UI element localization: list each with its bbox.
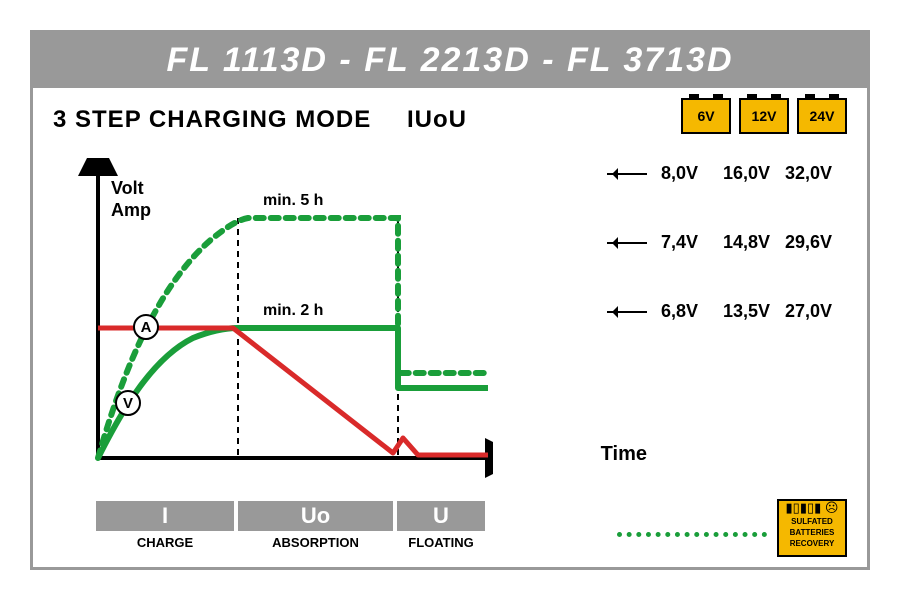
x-axis-label: Time <box>601 443 647 466</box>
arrow-left-icon <box>607 173 647 175</box>
table-row: 8,0V 16,0V 32,0V <box>607 163 847 184</box>
battery-icons: 6V 12V 24V <box>681 98 847 134</box>
phase-labels: CHARGE ABSORPTION FLOATING <box>96 535 485 550</box>
subtitle-mode: IUoU <box>407 106 467 133</box>
header-bar: FL 1113D - FL 2213D - FL 3713D <box>33 33 867 88</box>
sulfated-text1: SULFATED <box>779 517 845 526</box>
phase-u: U <box>397 501 485 531</box>
sulfated-icon: ▮▯▮▯▮ ☹ <box>779 501 845 515</box>
header-title: FL 1113D - FL 2213D - FL 3713D <box>166 41 733 80</box>
duration-mid: min. 2 h <box>263 302 323 320</box>
y-axis-label-amp: Amp <box>111 200 151 221</box>
subtitle-main: 3 STEP CHARGING MODE <box>53 106 371 133</box>
arrow-left-icon <box>607 311 647 313</box>
chart-area: Volt Amp min. 5 h min. 2 h A V <box>63 158 493 488</box>
content-area: 3 STEP CHARGING MODE IUoU 6V 12V 24V <box>33 88 867 567</box>
table-row: 6,8V 13,5V 27,0V <box>607 301 847 322</box>
voltage-table: 8,0V 16,0V 32,0V 7,4V 14,8V 29,6V 6,8V 1… <box>607 163 847 370</box>
battery-24v-icon: 24V <box>797 98 847 134</box>
phase-i: I <box>96 501 234 531</box>
phase-label-absorption: ABSORPTION <box>238 535 393 550</box>
sulfated-text3: RECOVERY <box>779 539 845 548</box>
table-row: 7,4V 14,8V 29,6V <box>607 232 847 253</box>
phase-label-charge: CHARGE <box>96 535 234 550</box>
legend-dotted-line <box>617 532 767 537</box>
diagram-frame: FL 1113D - FL 2213D - FL 3713D 3 STEP CH… <box>30 30 870 570</box>
duration-top: min. 5 h <box>263 192 323 210</box>
battery-12v-icon: 12V <box>739 98 789 134</box>
y-axis-label-volt: Volt <box>111 178 144 199</box>
sulfated-badge: ▮▯▮▯▮ ☹ SULFATED BATTERIES RECOVERY <box>777 499 847 557</box>
phase-label-floating: FLOATING <box>397 535 485 550</box>
phase-bar: I Uo U <box>96 501 485 531</box>
phase-uo: Uo <box>238 501 393 531</box>
battery-6v-icon: 6V <box>681 98 731 134</box>
curve-label-a: A <box>133 314 159 340</box>
curve-label-v: V <box>115 390 141 416</box>
arrow-left-icon <box>607 242 647 244</box>
sulfated-text2: BATTERIES <box>779 528 845 537</box>
